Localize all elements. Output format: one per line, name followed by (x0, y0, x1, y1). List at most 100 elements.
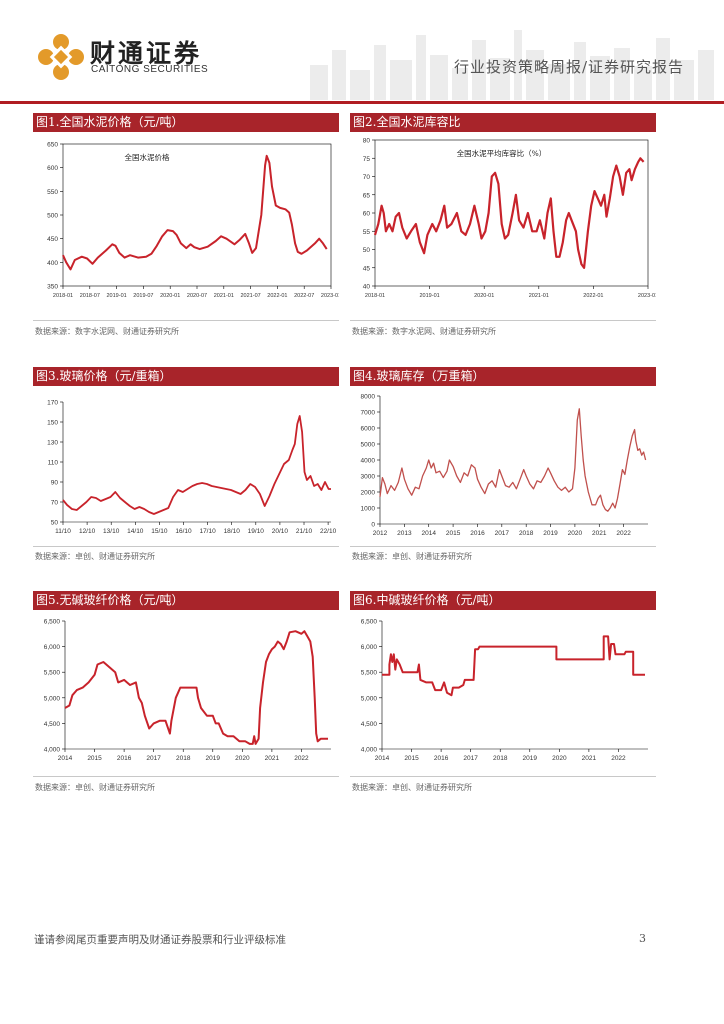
y-tick-label: 6000 (361, 426, 376, 433)
x-tick-label: 2017 (463, 755, 478, 762)
x-tick-label: 14/10 (127, 528, 144, 535)
y-tick-label: 6,500 (44, 619, 61, 626)
medium-alkali-fiberglass-price-chart: 4,000 4,500 5,000 5,500 6,000 6,500 2014 2015 20… (361, 619, 648, 762)
chart-1-source: 数据来源：数字水泥网、财通证券研究所 (35, 327, 179, 336)
x-tick-label: 2014 (421, 530, 436, 537)
y-tick-label: 60 (363, 211, 371, 218)
chart-inner-title: 全国水泥平均库容比（%） (457, 148, 547, 158)
plot-frame (62, 143, 332, 287)
y-tick-label: 65 (363, 192, 371, 199)
chart-2-title: 图2.全国水泥库容比 (350, 113, 656, 132)
y-tick-label: 150 (47, 420, 58, 427)
divider (350, 776, 656, 777)
chart-4-source: 数据来源：卓创、财通证券研究所 (352, 552, 472, 561)
x-tick-label: 2022 (294, 755, 309, 762)
chart-5-title: 图5.无碱玻纤价格（元/吨） (33, 591, 339, 610)
y-tick-label: 130 (47, 440, 58, 447)
x-tick-label: 2021-01 (529, 293, 549, 299)
x-tick-label: 2021 (582, 755, 597, 762)
chart-1-title: 图1.全国水泥价格（元/吨） (33, 113, 339, 132)
x-tick-label: 2018 (519, 530, 534, 537)
y-tick-label: 6,000 (361, 644, 378, 651)
y-tick-label: 650 (47, 142, 58, 149)
chart-4-title: 图4.玻璃库存（万重箱） (350, 367, 656, 386)
x-tick-label: 2014 (58, 755, 73, 762)
chart-6-title: 图6.中碱玻纤价格（元/吨） (350, 591, 656, 610)
brand-name-en: CAITONG SECURITIES (91, 64, 209, 75)
y-tick-label: 450 (47, 236, 58, 243)
x-tick-label: 2020 (235, 755, 250, 762)
chart-inner-title: 全国水泥价格 (125, 152, 170, 162)
x-tick-label: 2018-01 (365, 293, 385, 299)
y-tick-label: 50 (51, 520, 59, 527)
y-tick-label: 5,500 (361, 670, 378, 677)
y-tick-label: 110 (48, 460, 59, 467)
x-tick-label: 17/10 (199, 528, 216, 535)
x-tick-label: 19/10 (248, 528, 265, 535)
x-tick-label: 16/10 (175, 528, 192, 535)
x-tick-label: 2019 (523, 755, 538, 762)
x-tick-label: 2022-01 (267, 293, 287, 299)
y-tick-label: 4000 (361, 458, 376, 465)
x-tick-label: 2015 (404, 755, 419, 762)
x-tick-label: 2020-01 (474, 293, 494, 299)
chart-6-source: 数据来源：卓创、财通证券研究所 (352, 783, 472, 792)
x-tick-label: 2018-07 (80, 293, 100, 299)
series-line (382, 635, 645, 697)
divider (33, 546, 339, 547)
x-tick-label: 2022 (611, 755, 626, 762)
y-tick-label: 4,500 (44, 721, 61, 728)
x-tick-label: 2018-01 (53, 293, 73, 299)
x-tick-label: 2015 (87, 755, 102, 762)
x-tick-label: 2022-07 (294, 293, 314, 299)
report-type-label: 行业投资策略周报/证券研究报告 (453, 58, 684, 76)
x-tick-label: 2021-01 (214, 293, 234, 299)
divider (350, 320, 656, 321)
x-tick-label: 20/10 (272, 528, 289, 535)
y-tick-label: 350 (47, 284, 58, 291)
series-line (379, 408, 647, 512)
x-tick-label: 2018 (493, 755, 508, 762)
x-tick-label: 2020-01 (160, 293, 180, 299)
x-tick-label: 2013 (397, 530, 412, 537)
series-line (62, 415, 331, 515)
x-tick-label: 2017 (146, 755, 161, 762)
caitong-logo-icon (38, 34, 84, 80)
x-tick-label: 2019 (543, 530, 558, 537)
y-tick-label: 5,000 (44, 695, 61, 702)
x-tick-label: 11/10 (55, 528, 71, 535)
x-tick-label: 2019 (206, 755, 221, 762)
y-tick-label: 70 (363, 174, 371, 181)
chart-5-source: 数据来源：卓创、财通证券研究所 (35, 783, 155, 792)
y-tick-label: 170 (47, 400, 58, 407)
x-tick-label: 2019-07 (133, 293, 153, 299)
divider (33, 320, 339, 321)
y-tick-label: 8000 (361, 394, 376, 401)
x-tick-label: 2018 (176, 755, 191, 762)
series-line (64, 630, 328, 745)
y-tick-label: 6,500 (361, 619, 378, 626)
x-tick-label: 2020 (552, 755, 567, 762)
x-tick-label: 21/10 (296, 528, 313, 535)
y-tick-label: 1000 (361, 506, 376, 513)
y-tick-label: 4,500 (361, 721, 378, 728)
x-tick-label: 15/10 (151, 528, 168, 535)
y-tick-label: 550 (47, 189, 58, 196)
y-tick-label: 600 (47, 165, 58, 172)
page-number: 3 (639, 932, 646, 945)
series-line (373, 157, 645, 269)
divider (350, 546, 656, 547)
y-tick-label: 400 (47, 260, 58, 267)
x-tick-label: 2021-07 (241, 293, 261, 299)
chart-2-source: 数据来源：数字水泥网、财通证券研究所 (352, 327, 496, 336)
y-tick-label: 5,500 (44, 670, 61, 677)
x-tick-label: 18/10 (224, 528, 241, 535)
divider (33, 776, 339, 777)
glass-price-chart: 50 70 90 110 130 150 170 11/10 12/10 13/10 14/10 15… (47, 400, 336, 536)
x-tick-label: 2014 (375, 755, 390, 762)
x-tick-label: 2016 (470, 530, 485, 537)
x-tick-label: 2012 (373, 530, 388, 537)
x-tick-label: 2016 (434, 755, 449, 762)
x-tick-label: 13/10 (103, 528, 120, 535)
y-tick-label: 45 (363, 265, 371, 272)
